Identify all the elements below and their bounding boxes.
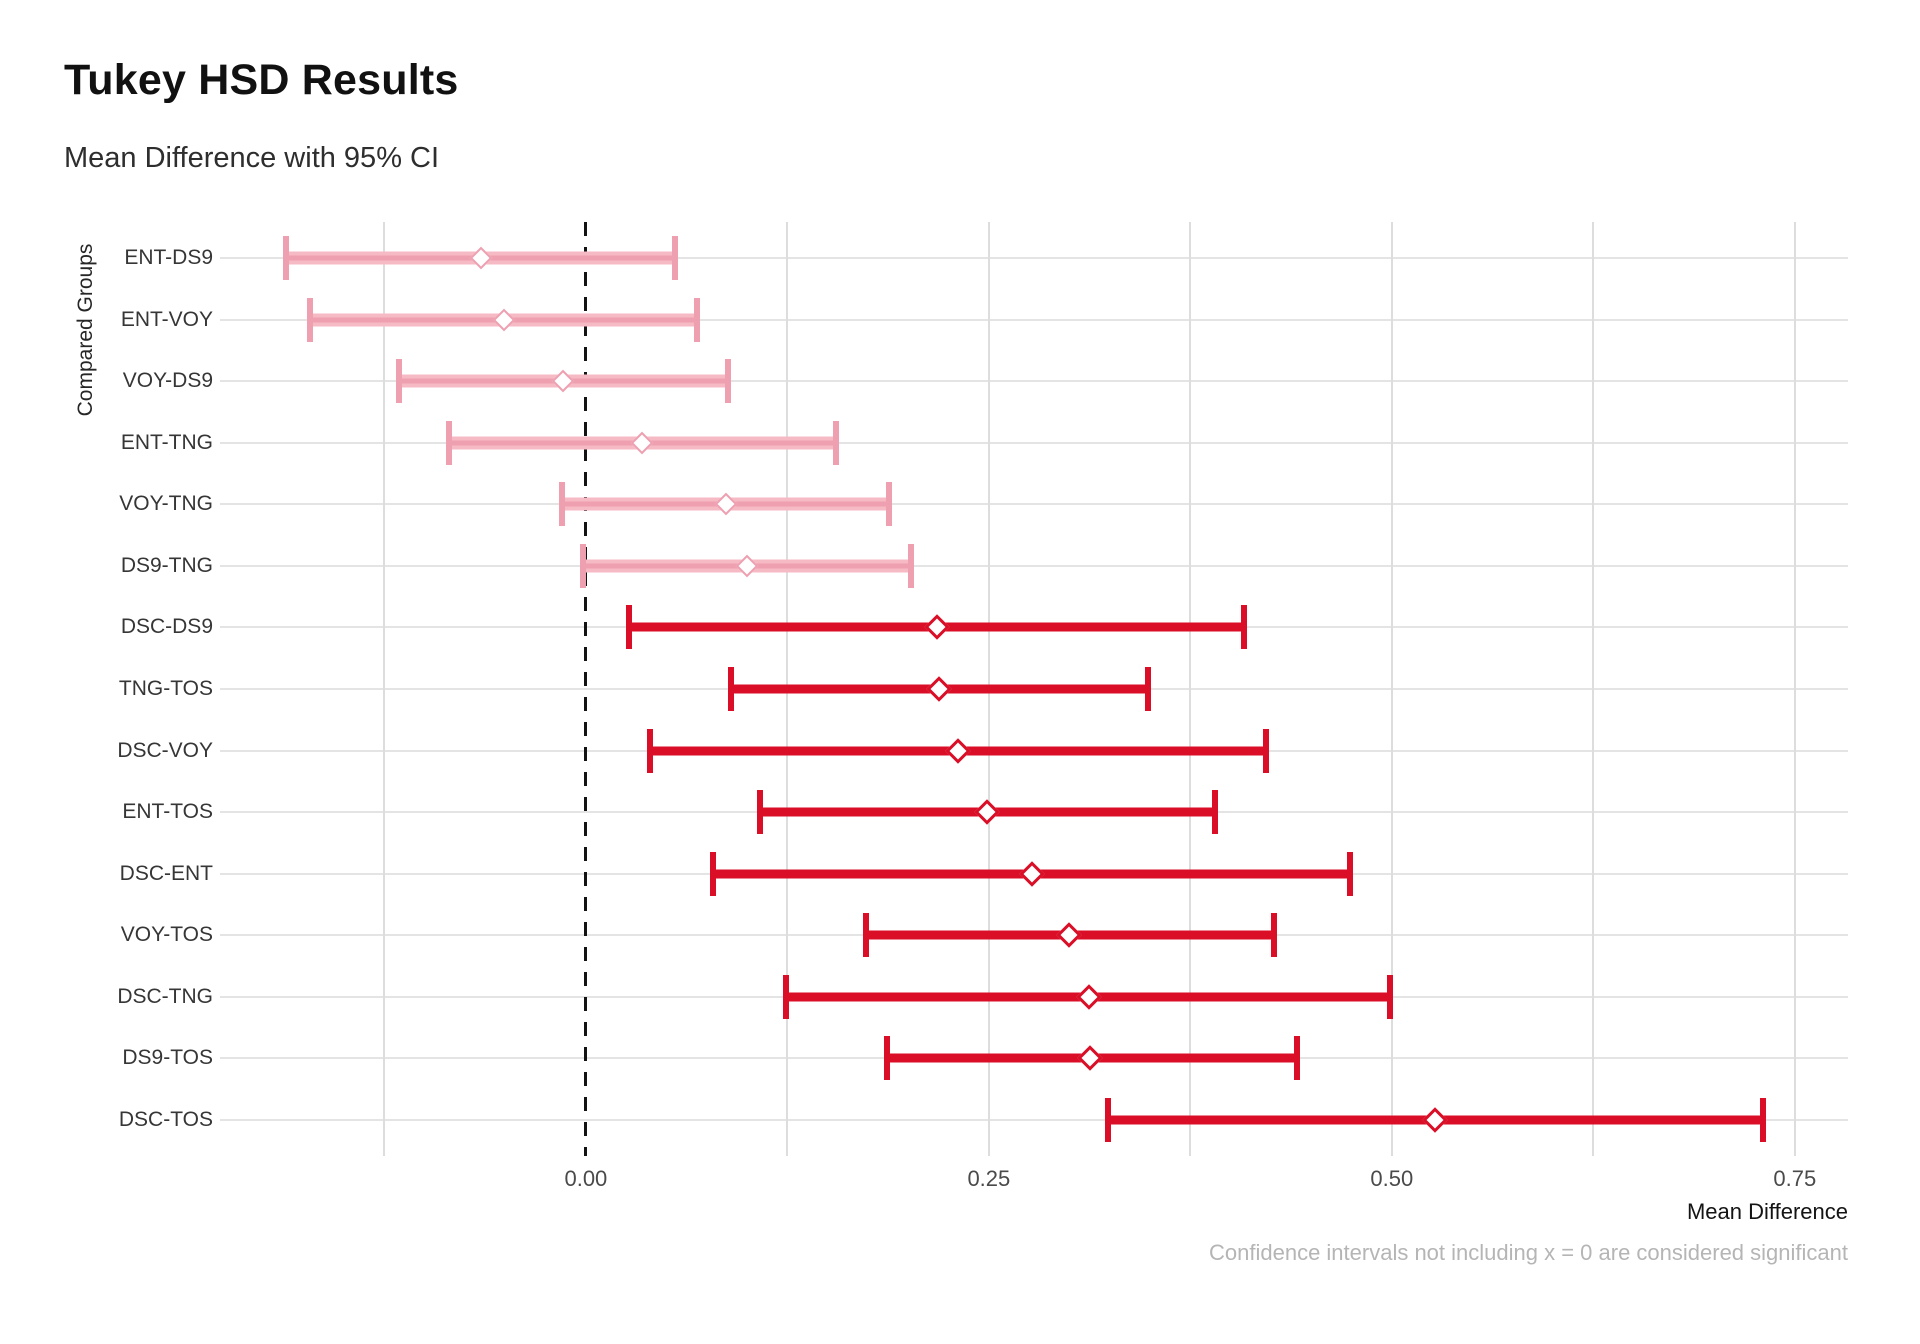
ci-cap-left: [307, 297, 314, 342]
ci-cap-right: [724, 359, 731, 404]
ci-cap-left: [283, 236, 290, 280]
mean-diamond-marker: [945, 737, 971, 764]
x-tick-label: 0.00: [564, 1166, 608, 1191]
minor-gridline: [1189, 222, 1192, 1156]
ci-cap-right: [832, 420, 839, 465]
x-tick-label: 0.25: [967, 1166, 1011, 1191]
ci-cap-left: [782, 974, 789, 1019]
ci-cap-left: [727, 667, 734, 711]
category-label: ENT-VOY: [120, 307, 213, 331]
minor-gridline: [1592, 222, 1595, 1156]
ci-cap-left: [395, 359, 402, 404]
mean-diamond-marker: [1019, 860, 1046, 887]
zero-reference-line: [584, 222, 588, 1156]
chart-subtitle: Mean Difference with 95% CI: [64, 142, 440, 174]
ci-cap-right: [671, 236, 678, 280]
row-gridline: [220, 318, 1848, 321]
ci-cap-right: [885, 482, 892, 527]
ci-cap-left: [710, 851, 717, 896]
minor-gridline: [1390, 222, 1393, 1156]
ci-cap-left: [626, 605, 633, 650]
ci-cap-right: [908, 543, 915, 588]
mean-diamond-marker: [552, 369, 575, 393]
mean-diamond-marker: [1422, 1107, 1449, 1133]
category-label: ENT-DS9: [124, 246, 213, 269]
category-label: DSC-VOY: [117, 738, 213, 762]
category-label: DSC-ENT: [119, 861, 213, 885]
minor-gridline: [383, 222, 386, 1156]
row-gridline: [220, 257, 1848, 259]
row-gridline: [220, 441, 1848, 444]
ci-cap-right: [694, 297, 701, 342]
mean-diamond-marker: [926, 676, 952, 702]
category-label: DS9-TOS: [122, 1046, 213, 1070]
ci-cap-left: [863, 913, 870, 958]
mean-diamond-marker: [1056, 922, 1083, 949]
ci-cap-left: [756, 790, 763, 835]
ci-cap-right: [1759, 1098, 1766, 1142]
category-label: TNG-TOS: [118, 677, 213, 700]
mean-diamond-marker: [492, 308, 516, 331]
mean-diamond-marker: [735, 554, 759, 578]
x-axis-title: Mean Difference: [1686, 1199, 1848, 1224]
category-label: ENT-TNG: [120, 430, 213, 454]
x-tick-label: 0.75: [1773, 1166, 1817, 1191]
ci-cap-right: [1293, 1036, 1300, 1081]
row-gridline: [220, 503, 1848, 506]
ci-cap-right: [1387, 974, 1394, 1019]
category-label: VOY-TNG: [119, 492, 213, 516]
ci-cap-right: [1263, 728, 1270, 773]
mean-diamond-marker: [924, 614, 951, 641]
ci-cap-left: [884, 1036, 891, 1081]
row-gridline: [220, 1119, 1848, 1121]
mean-diamond-marker: [469, 246, 493, 270]
ci-cap-left: [558, 482, 565, 527]
category-label: DSC-TNG: [117, 984, 213, 1008]
ci-cap-left: [1105, 1098, 1112, 1142]
mean-diamond-marker: [1076, 984, 1102, 1010]
category-label: DS9-TNG: [120, 553, 213, 577]
category-label: DSC-DS9: [120, 615, 213, 639]
ci-cap-left: [579, 543, 586, 588]
ci-cap-left: [445, 420, 452, 465]
caption-note: Confidence intervals not including x = 0…: [1209, 1240, 1848, 1265]
mean-diamond-marker: [1077, 1045, 1104, 1072]
ci-cap-right: [1240, 605, 1247, 650]
category-label: ENT-TOS: [122, 800, 213, 824]
ci-cap-right: [1145, 667, 1152, 711]
ci-cap-right: [1346, 851, 1353, 896]
minor-gridline: [1793, 222, 1796, 1156]
row-gridline: [220, 380, 1848, 383]
mean-diamond-marker: [714, 492, 738, 516]
chart-title: Tukey HSD Results: [64, 56, 459, 104]
category-label: VOY-DS9: [122, 369, 213, 393]
mean-diamond-marker: [974, 799, 1000, 825]
category-label: VOY-TOS: [120, 923, 213, 947]
row-gridline: [220, 564, 1848, 567]
ci-cap-right: [1211, 790, 1218, 835]
x-tick-label: 0.50: [1370, 1166, 1414, 1191]
plot-area: [220, 222, 1848, 1156]
category-label: DSC-TOS: [118, 1108, 213, 1131]
ci-cap-left: [647, 728, 654, 773]
mean-diamond-marker: [630, 431, 654, 455]
ci-cap-right: [1271, 913, 1278, 958]
